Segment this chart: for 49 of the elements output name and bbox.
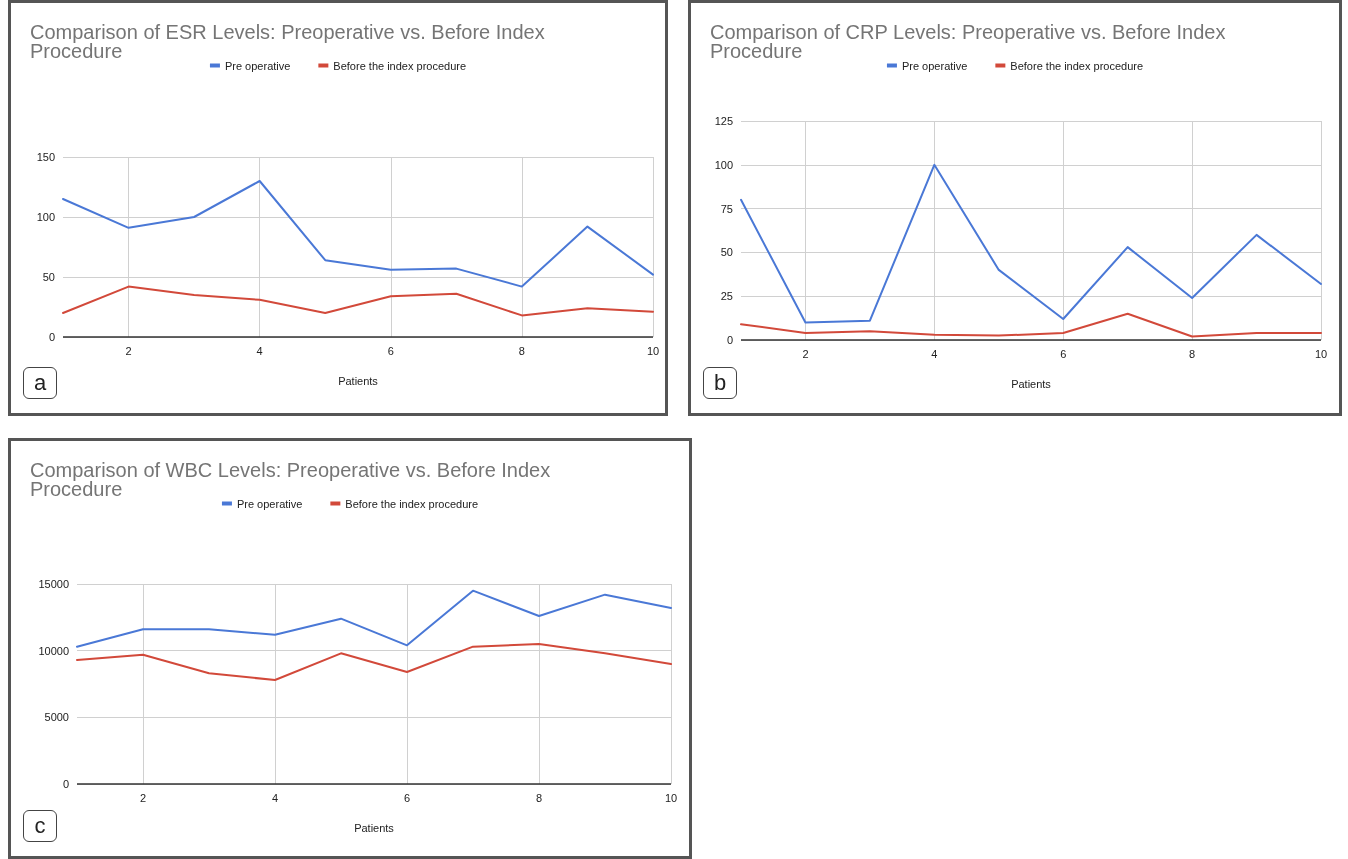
line-series — [76, 589, 672, 648]
x-tick-label: 4 — [256, 344, 263, 357]
legend-label: Before the index procedure — [333, 59, 467, 72]
y-tick-label: 125 — [714, 115, 733, 127]
y-tick-label: 50 — [42, 271, 55, 283]
x-axis-title: Patients — [338, 374, 379, 387]
y-tick-label: 15000 — [38, 578, 69, 590]
x-tick-label: 10 — [664, 791, 678, 804]
y-tick-label: 0 — [726, 334, 733, 346]
chart-title: Comparison of WBC Levels: Preoperative vs. Before Index Procedure — [30, 458, 556, 500]
x-axis-title: Patients — [354, 821, 395, 834]
x-tick-label: 8 — [518, 344, 525, 357]
x-tick-label: 2 — [802, 347, 809, 360]
text: a — [23, 367, 57, 399]
y-tick-label: 0 — [48, 331, 55, 343]
x-tick-label: 6 — [1060, 347, 1067, 360]
x-tick-label: 6 — [387, 344, 394, 357]
x-axis-title: Patients — [1011, 377, 1052, 390]
x-tick-label: 4 — [271, 791, 279, 804]
legend-label: Before the index procedure — [1010, 59, 1144, 72]
y-tick-label: 100 — [714, 158, 733, 171]
y-tick-label: 10000 — [38, 644, 69, 657]
y-tick-label: 5000 — [44, 711, 69, 724]
text: c — [23, 810, 57, 842]
line-series — [76, 643, 672, 681]
line-series — [62, 180, 654, 288]
legend-label: Before the index procedure — [345, 497, 479, 510]
x-tick-label: 2 — [125, 344, 132, 357]
line-series — [62, 285, 654, 317]
x-tick-label: 4 — [931, 347, 938, 360]
line-series — [740, 163, 1322, 324]
x-tick-label: 10 — [646, 344, 660, 357]
y-tick-label: 150 — [36, 151, 55, 163]
y-tick-label: 100 — [36, 211, 55, 223]
legend-label: Pre operative — [236, 497, 303, 510]
x-tick-label: 6 — [403, 791, 411, 804]
x-tick-label: 10 — [1314, 347, 1328, 360]
text: b — [703, 367, 737, 399]
x-tick-label: 2 — [139, 791, 147, 804]
legend-label: Pre operative — [224, 59, 291, 72]
x-tick-label: 8 — [535, 791, 543, 804]
y-tick-label: 50 — [720, 246, 733, 259]
y-tick-label: 25 — [720, 290, 733, 303]
chart-title: Comparison of ESR Levels: Preoperative vs. Before Index Procedure — [30, 20, 551, 62]
legend-label: Pre operative — [901, 59, 968, 72]
y-tick-label: 75 — [720, 202, 733, 215]
y-tick-label: 0 — [62, 778, 69, 790]
x-tick-label: 8 — [1189, 347, 1196, 360]
chart-title: Comparison of CRP Levels: Preoperative vs. Before Index Procedure — [710, 20, 1231, 62]
